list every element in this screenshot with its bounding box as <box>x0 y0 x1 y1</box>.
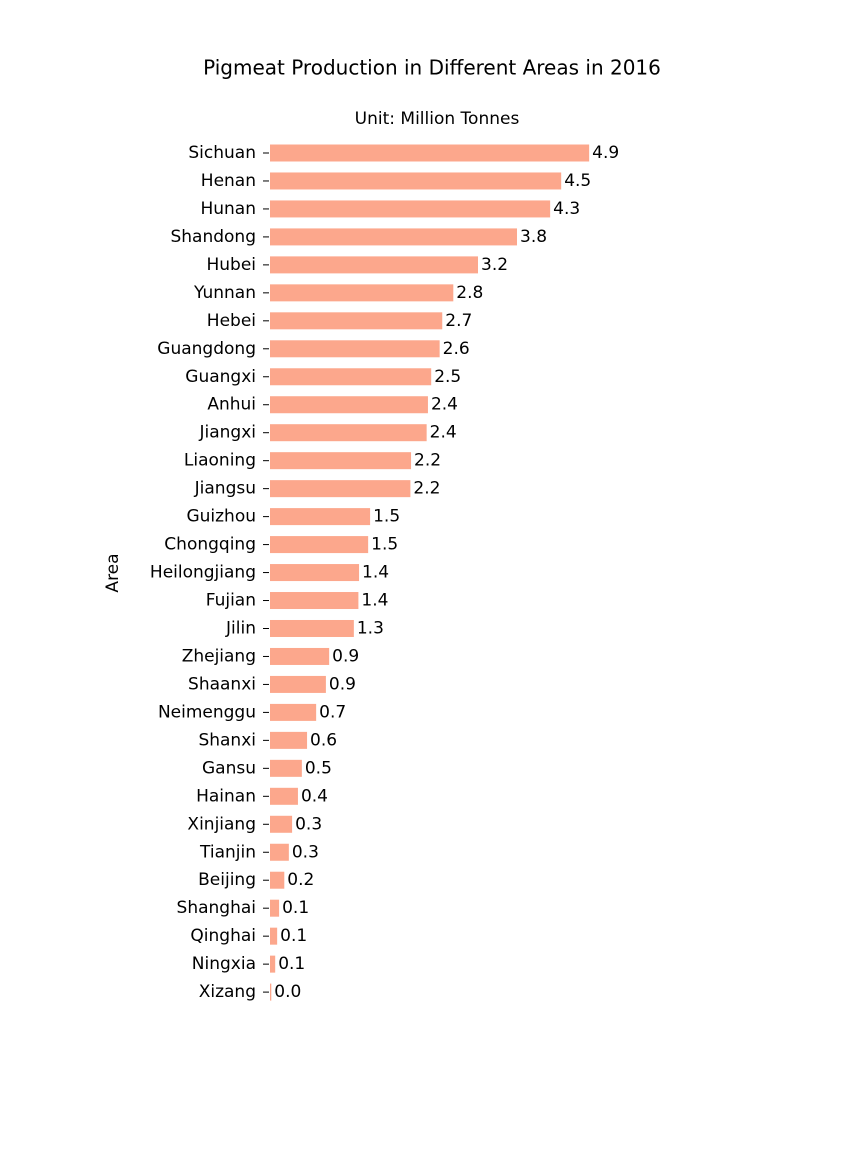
y-tick-label: Shanxi <box>198 730 256 750</box>
y-tick-label: Qinghai <box>190 926 256 946</box>
bar <box>270 228 517 246</box>
bar <box>270 284 454 302</box>
y-tick-label: Fujian <box>206 591 256 611</box>
bar <box>270 871 285 889</box>
chart-title: Pigmeat Production in Different Areas in… <box>203 56 661 80</box>
y-tick-label: Shanghai <box>177 898 256 918</box>
bar <box>270 256 478 274</box>
value-label: 0.3 <box>292 842 319 862</box>
y-tick-label: Gansu <box>202 758 256 778</box>
bar <box>270 619 354 637</box>
value-label: 0.5 <box>305 758 332 778</box>
value-label: 0.7 <box>319 702 346 722</box>
y-tick-label: Beijing <box>198 870 256 890</box>
y-tick-label: Jiangsu <box>194 479 256 499</box>
bar <box>270 731 308 749</box>
y-tick-label: Tianjin <box>199 842 256 862</box>
value-label: 0.1 <box>280 926 307 946</box>
bar <box>270 424 427 442</box>
y-tick-label: Hunan <box>200 199 256 219</box>
y-tick-label: Chongqing <box>164 535 256 555</box>
bar <box>270 899 280 917</box>
value-label: 4.3 <box>553 199 580 219</box>
y-tick-label: Guangxi <box>185 367 256 387</box>
bar <box>270 452 412 470</box>
y-tick-label: Hebei <box>207 311 256 331</box>
bar <box>270 955 276 973</box>
value-label: 3.2 <box>481 255 508 275</box>
value-label: 1.3 <box>357 618 384 638</box>
y-tick-label: Neimenggu <box>158 702 256 722</box>
y-tick-label: Jilin <box>225 618 256 638</box>
value-label: 2.4 <box>430 423 457 443</box>
y-tick-label: Guangdong <box>157 339 256 359</box>
y-tick-label: Hainan <box>196 786 256 806</box>
bar <box>270 480 411 498</box>
value-label: 2.4 <box>431 395 458 415</box>
value-label: 0.3 <box>295 814 322 834</box>
y-tick-label: Liaoning <box>184 451 256 471</box>
bar <box>270 368 432 386</box>
bar <box>270 675 326 693</box>
value-label: 0.1 <box>282 898 309 918</box>
value-label: 2.7 <box>445 311 472 331</box>
bar <box>270 703 317 721</box>
y-tick-label: Hubei <box>206 255 256 275</box>
value-label: 2.6 <box>443 339 470 359</box>
y-tick-label: Xizang <box>199 982 256 1002</box>
bar <box>270 564 360 582</box>
value-label: 2.5 <box>434 367 461 387</box>
value-label: 4.5 <box>564 171 591 191</box>
value-label: 0.4 <box>301 786 328 806</box>
bar <box>270 983 272 1001</box>
value-label: 1.5 <box>373 507 400 527</box>
bar <box>270 815 293 833</box>
value-label: 0.9 <box>329 674 356 694</box>
value-label: 0.6 <box>310 730 337 750</box>
bar <box>270 536 369 554</box>
y-tick-label: Shandong <box>170 227 256 247</box>
bar <box>270 843 289 861</box>
value-label: 4.9 <box>592 143 619 163</box>
y-tick-label: Zhejiang <box>182 646 256 666</box>
y-tick-label: Shaanxi <box>188 674 256 694</box>
bar <box>270 396 428 414</box>
value-label: 0.1 <box>278 954 305 974</box>
value-label: 0.0 <box>274 982 301 1002</box>
y-tick-label: Yunnan <box>193 283 256 303</box>
bar <box>270 759 302 777</box>
value-label: 0.2 <box>287 870 314 890</box>
bar <box>270 200 551 218</box>
value-label: 1.5 <box>371 535 398 555</box>
y-tick-label: Jiangxi <box>198 423 256 443</box>
bar <box>270 340 440 358</box>
value-label: 2.2 <box>414 451 441 471</box>
y-tick-label: Anhui <box>207 395 256 415</box>
value-label: 1.4 <box>361 591 388 611</box>
y-axis-label: Area <box>103 553 123 592</box>
bar <box>270 172 562 190</box>
y-tick-label: Guizhou <box>186 507 256 527</box>
value-label: 2.8 <box>456 283 483 303</box>
bar <box>270 647 330 665</box>
value-label: 2.2 <box>413 479 440 499</box>
bar <box>270 787 298 805</box>
bar <box>270 312 443 330</box>
value-label: 1.4 <box>362 563 389 583</box>
y-tick-label: Henan <box>201 171 256 191</box>
y-tick-label: Sichuan <box>188 143 256 163</box>
bar <box>270 927 278 945</box>
bar <box>270 592 359 610</box>
y-tick-label: Xinjiang <box>187 814 256 834</box>
bar <box>270 508 371 526</box>
bar <box>270 144 590 162</box>
value-label: 0.9 <box>332 646 359 666</box>
y-tick-label: Ningxia <box>192 954 256 974</box>
value-label: 3.8 <box>520 227 547 247</box>
chart-subtitle: Unit: Million Tonnes <box>355 109 520 129</box>
y-tick-label: Heilongjiang <box>150 563 256 583</box>
